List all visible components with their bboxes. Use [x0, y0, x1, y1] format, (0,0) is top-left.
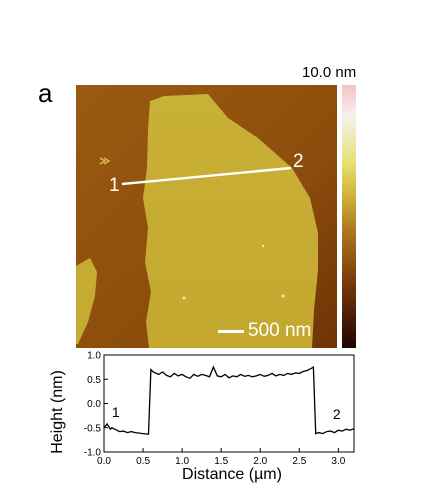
x-tick-label: 1.0: [175, 456, 189, 467]
y-tick-label: 0.5: [87, 375, 101, 386]
x-tick-label: 2.0: [253, 456, 267, 467]
afm-image: [76, 85, 337, 348]
y-axis-label: Height (nm): [49, 370, 66, 454]
scale-bar-label: 500 nm: [248, 320, 312, 341]
y-tick-label: 0.0: [87, 399, 101, 410]
x-axis-label: Distance (µm): [182, 466, 282, 483]
height-profile-series: [103, 365, 355, 435]
colorbar-max-label: 10.0 nm: [302, 64, 357, 81]
y-tick-label: -0.5: [84, 423, 102, 434]
y-tick-label: -1.0: [84, 448, 102, 459]
x-tick-label: 2.5: [292, 456, 306, 467]
profile-annotation-2: 2: [333, 406, 341, 422]
y-tick-label: 1.0: [87, 351, 101, 362]
x-tick-label: 0.5: [136, 456, 150, 467]
profile-line: [121, 166, 292, 186]
panel-label: a: [38, 78, 53, 108]
scale-bar: [218, 330, 244, 333]
profile-annotation-1: 1: [112, 404, 120, 420]
x-tick-label: 0.0: [97, 456, 111, 467]
colorbar: [342, 85, 356, 348]
x-tick-label: 1.5: [214, 456, 228, 467]
line-endpoint-label-2: 2: [293, 151, 304, 172]
line-endpoint-label-1: 1: [109, 175, 120, 196]
height-profile-plot: 0.0 0.5 1.0 1.5 2.0 2.5 3.0 -1.0-0.50.00.51.0 …: [84, 351, 355, 467]
x-tick-label: 3.0: [331, 456, 345, 467]
